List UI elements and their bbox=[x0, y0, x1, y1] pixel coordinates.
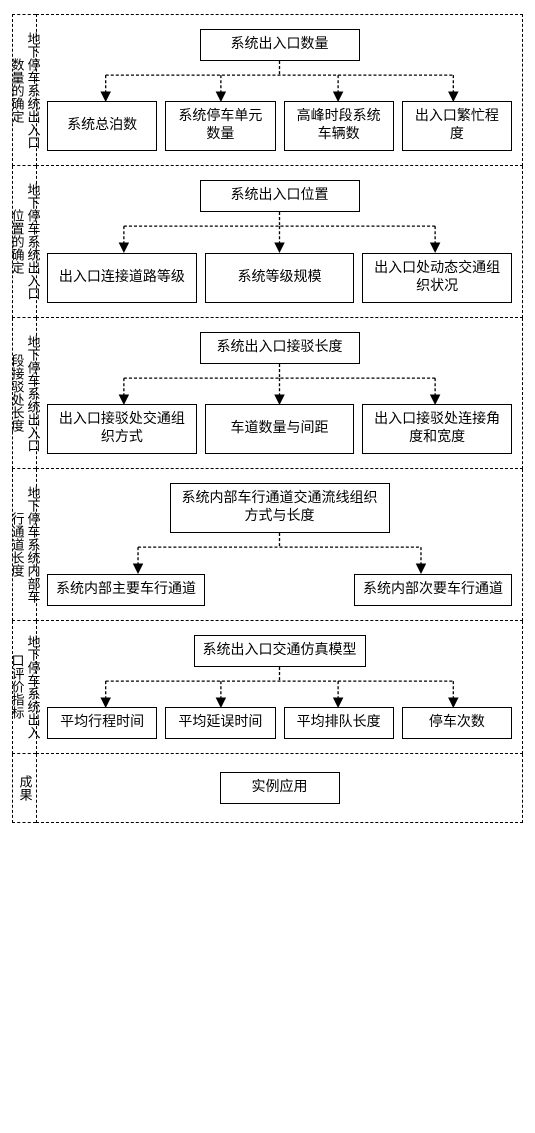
parent-box: 系统出入口数量 bbox=[200, 29, 360, 61]
section-pane-5: 系统出入口交通仿真模型 平均行程时间 平均延误时间 平均排队长度 停车次数 bbox=[36, 621, 523, 754]
section-pane-4: 系统内部车行通道交通流线组织方式与长度 系统内部主要车行通道 系统内部次要车行通… bbox=[36, 469, 523, 620]
parent-box: 系统出入口接驳长度 bbox=[200, 332, 360, 364]
child-box: 高峰时段系统车辆数 bbox=[284, 101, 394, 151]
connector bbox=[47, 667, 512, 707]
section-pane-1: 系统出入口数量 系统总泊数 系统停车单元数量 高峰时段系统车辆数 出入口繁忙程度 bbox=[36, 14, 523, 166]
child-box: 系统总泊数 bbox=[47, 101, 157, 151]
section-label-5: 地下停车系统出入口评价指标 bbox=[12, 621, 36, 754]
child-box: 出入口繁忙程度 bbox=[402, 101, 512, 151]
parent-box: 实例应用 bbox=[220, 772, 340, 804]
child-box: 停车次数 bbox=[402, 707, 512, 739]
children-row: 出入口连接道路等级 系统等级规模 出入口处动态交通组织状况 bbox=[47, 253, 512, 303]
child-box: 平均排队长度 bbox=[284, 707, 394, 739]
section-1: 地下停车系统出入口数量的确定 系统出入口数量 系统总泊数 系统停车单元数量 高峰… bbox=[12, 14, 523, 166]
child-box: 出入口接驳处连接角度和宽度 bbox=[362, 404, 512, 454]
section-4: 地下停车系统内部车行通道长度 系统内部车行通道交通流线组织方式与长度 系统内部主… bbox=[12, 469, 523, 620]
child-box: 平均延误时间 bbox=[165, 707, 275, 739]
connector bbox=[47, 533, 512, 573]
section-label-2: 地下停车系统出入口位置的确定 bbox=[12, 166, 36, 317]
connector bbox=[47, 212, 512, 252]
side-text: 成果 bbox=[17, 775, 33, 801]
child-box: 出入口连接道路等级 bbox=[47, 253, 197, 303]
section-2: 地下停车系统出入口位置的确定 系统出入口位置 出入口连接道路等级 系统等级规模 … bbox=[12, 166, 523, 317]
child-box: 平均行程时间 bbox=[47, 707, 157, 739]
section-6: 成果 实例应用 bbox=[12, 754, 523, 823]
child-box: 车道数量与间距 bbox=[205, 404, 355, 454]
section-pane-3: 系统出入口接驳长度 出入口接驳处交通组织方式 车道数量与间距 出入口接驳处连接角… bbox=[36, 318, 523, 469]
parent-box: 系统出入口位置 bbox=[200, 180, 360, 212]
section-label-3: 地下停车系统出入口段接驳处长度 bbox=[12, 318, 36, 469]
children-row: 平均行程时间 平均延误时间 平均排队长度 停车次数 bbox=[47, 707, 512, 739]
connector bbox=[47, 364, 512, 404]
children-row: 出入口接驳处交通组织方式 车道数量与间距 出入口接驳处连接角度和宽度 bbox=[47, 404, 512, 454]
section-label-1: 地下停车系统出入口数量的确定 bbox=[12, 14, 36, 166]
parent-box: 系统出入口交通仿真模型 bbox=[194, 635, 366, 667]
child-box: 出入口接驳处交通组织方式 bbox=[47, 404, 197, 454]
parent-box: 系统内部车行通道交通流线组织方式与长度 bbox=[170, 483, 390, 533]
section-pane-6: 实例应用 bbox=[36, 754, 523, 823]
connector bbox=[47, 61, 512, 101]
children-row: 系统内部主要车行通道 系统内部次要车行通道 bbox=[27, 574, 532, 606]
children-row: 系统总泊数 系统停车单元数量 高峰时段系统车辆数 出入口繁忙程度 bbox=[47, 101, 512, 151]
child-box: 出入口处动态交通组织状况 bbox=[362, 253, 512, 303]
child-box: 系统内部次要车行通道 bbox=[354, 574, 512, 606]
section-5: 地下停车系统出入口评价指标 系统出入口交通仿真模型 平均行程时间 平均延误时间 … bbox=[12, 621, 523, 754]
child-box: 系统等级规模 bbox=[205, 253, 355, 303]
section-3: 地下停车系统出入口段接驳处长度 系统出入口接驳长度 出入口接驳处交通组织方式 车… bbox=[12, 318, 523, 469]
child-box: 系统内部主要车行通道 bbox=[47, 574, 205, 606]
child-box: 系统停车单元数量 bbox=[165, 101, 275, 151]
section-pane-2: 系统出入口位置 出入口连接道路等级 系统等级规模 出入口处动态交通组织状况 bbox=[36, 166, 523, 317]
section-label-6: 成果 bbox=[12, 754, 36, 823]
